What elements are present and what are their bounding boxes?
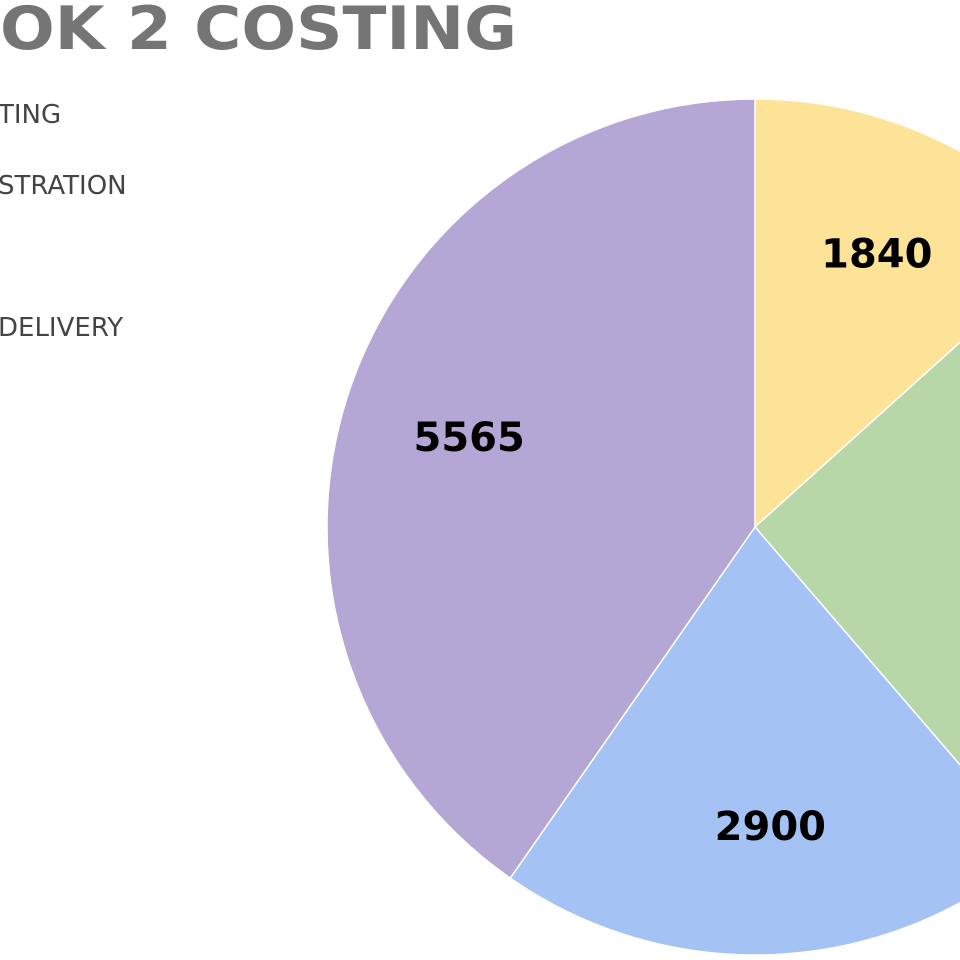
chart-title: OK 2 COSTING: [0, 0, 517, 64]
legend-label: STRATION: [0, 171, 127, 201]
legend-label: TING: [0, 100, 61, 130]
pie-slice: [754, 98, 960, 529]
value-labels: 1840350029005565: [414, 231, 933, 850]
pie: [326, 98, 960, 956]
value-label: 1840: [821, 231, 932, 277]
value-label: 2900: [715, 804, 826, 850]
legend-label: DELIVERY: [0, 313, 123, 343]
legend: TING STRATION DELIVERY: [0, 100, 127, 343]
pie-slice: [509, 525, 960, 956]
value-label: 5565: [414, 415, 525, 461]
pie-slice: [753, 341, 960, 767]
pie-slice: [326, 98, 756, 880]
